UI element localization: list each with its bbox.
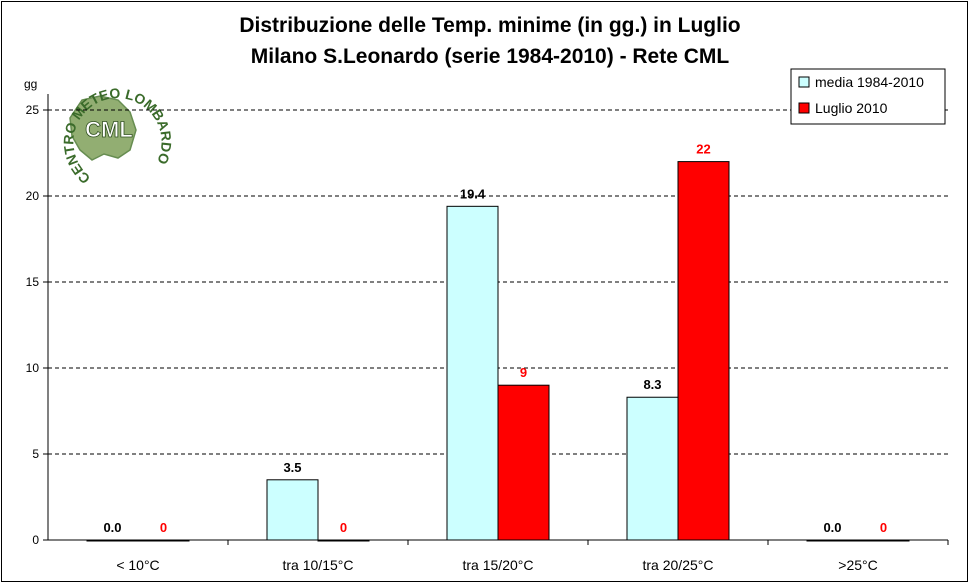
data-label: 8.3	[643, 377, 661, 392]
logo-initials: CML	[85, 117, 133, 142]
x-category-label: tra 15/20°C	[463, 557, 534, 573]
bar-media	[446, 205, 499, 541]
chart-title: Distribuzione delle Temp. minime (in gg.…	[239, 14, 740, 37]
y-tick-label: 5	[32, 447, 39, 461]
y-tick-label: 20	[26, 189, 40, 203]
legend-swatch-luglio	[798, 102, 810, 114]
bar-luglio	[677, 161, 730, 541]
axes-layer: 0 5 10 15 20 25 < 10°C tra 10/15°C tra 15/20°C tr…	[26, 94, 949, 573]
x-category-label: tra 10/15°C	[283, 557, 354, 573]
legend-swatch-media	[798, 76, 810, 88]
data-label: 22	[696, 142, 710, 157]
y-tick-label: 25	[26, 103, 40, 117]
x-category-label: < 10°C	[116, 557, 159, 573]
x-category-label: tra 20/25°C	[643, 557, 714, 573]
y-tick-label: 10	[26, 361, 40, 375]
x-category-label: >25°C	[838, 557, 877, 573]
y-tick-label: 15	[26, 275, 40, 289]
data-label: 0	[160, 520, 167, 535]
bar-media	[626, 396, 679, 541]
data-label: 0	[340, 520, 347, 535]
data-label: 0	[880, 520, 887, 535]
chart-subtitle: Milano S.Leonardo (serie 1984-2010) - Re…	[251, 45, 730, 68]
data-label: 3.5	[283, 460, 301, 475]
logo-map-shape	[69, 95, 137, 161]
legend: media 1984-2010 Luglio 2010	[790, 68, 946, 125]
data-label: 9	[520, 365, 527, 380]
legend-label-luglio: Luglio 2010	[815, 100, 888, 116]
bar-luglio	[497, 384, 550, 541]
data-label: 0.0	[103, 520, 121, 535]
y-tick-label: 0	[32, 533, 39, 547]
legend-box	[790, 68, 946, 125]
data-label: 0.0	[823, 520, 841, 535]
bar-media	[266, 479, 319, 541]
legend-label-media: media 1984-2010	[815, 74, 924, 90]
y-axis-label: gg	[24, 77, 37, 91]
data-label: 19.4	[460, 186, 486, 201]
data-labels-layer: 0.0 0 3.5 0 19.4 9 8.3 22 0.0 0	[103, 142, 887, 535]
